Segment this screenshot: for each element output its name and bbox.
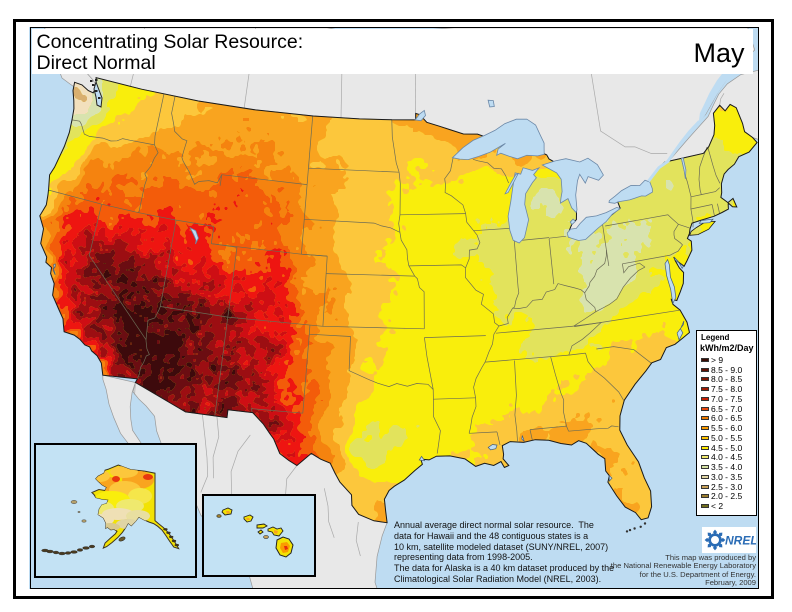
svg-text:NREL: NREL bbox=[725, 534, 756, 548]
